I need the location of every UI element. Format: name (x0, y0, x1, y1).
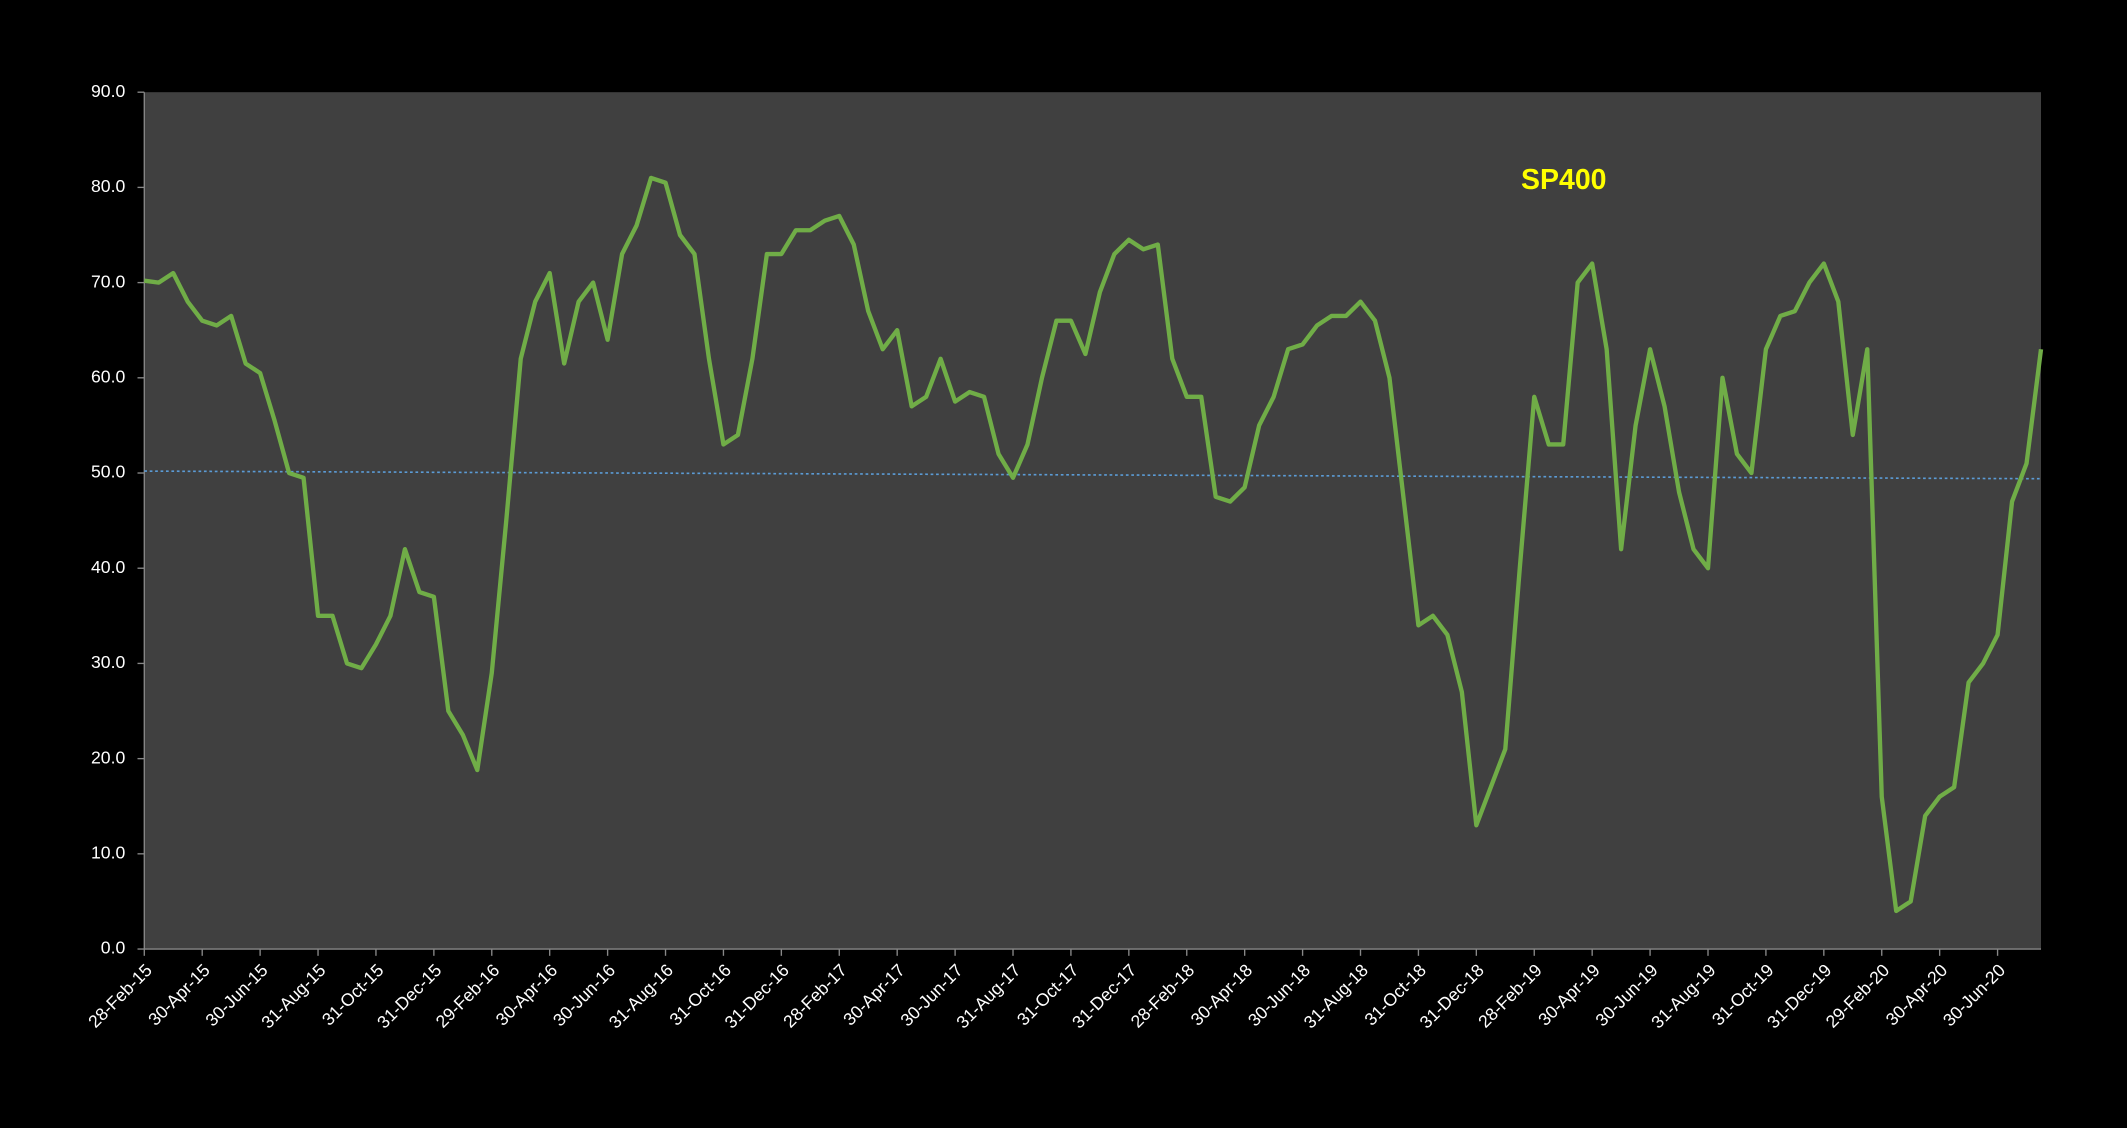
y-tick-label: 30.0 (91, 652, 125, 672)
y-tick-label: 40.0 (91, 557, 125, 577)
y-tick-label: 20.0 (91, 747, 125, 767)
data-line (144, 175, 2044, 914)
y-tick-label: 50.0 (91, 462, 125, 482)
y-tick-label: 70.0 (91, 271, 125, 291)
y-tick-label: 60.0 (91, 366, 125, 386)
y-tick-label: 0.0 (101, 938, 126, 958)
plot-area (144, 92, 2042, 950)
y-tick-label: 80.0 (91, 176, 125, 196)
chart-title: SP400 (1521, 164, 1606, 196)
y-tick-label: 10.0 (91, 842, 125, 862)
trend-line (144, 470, 2042, 480)
y-tick-label: 90.0 (91, 81, 125, 101)
